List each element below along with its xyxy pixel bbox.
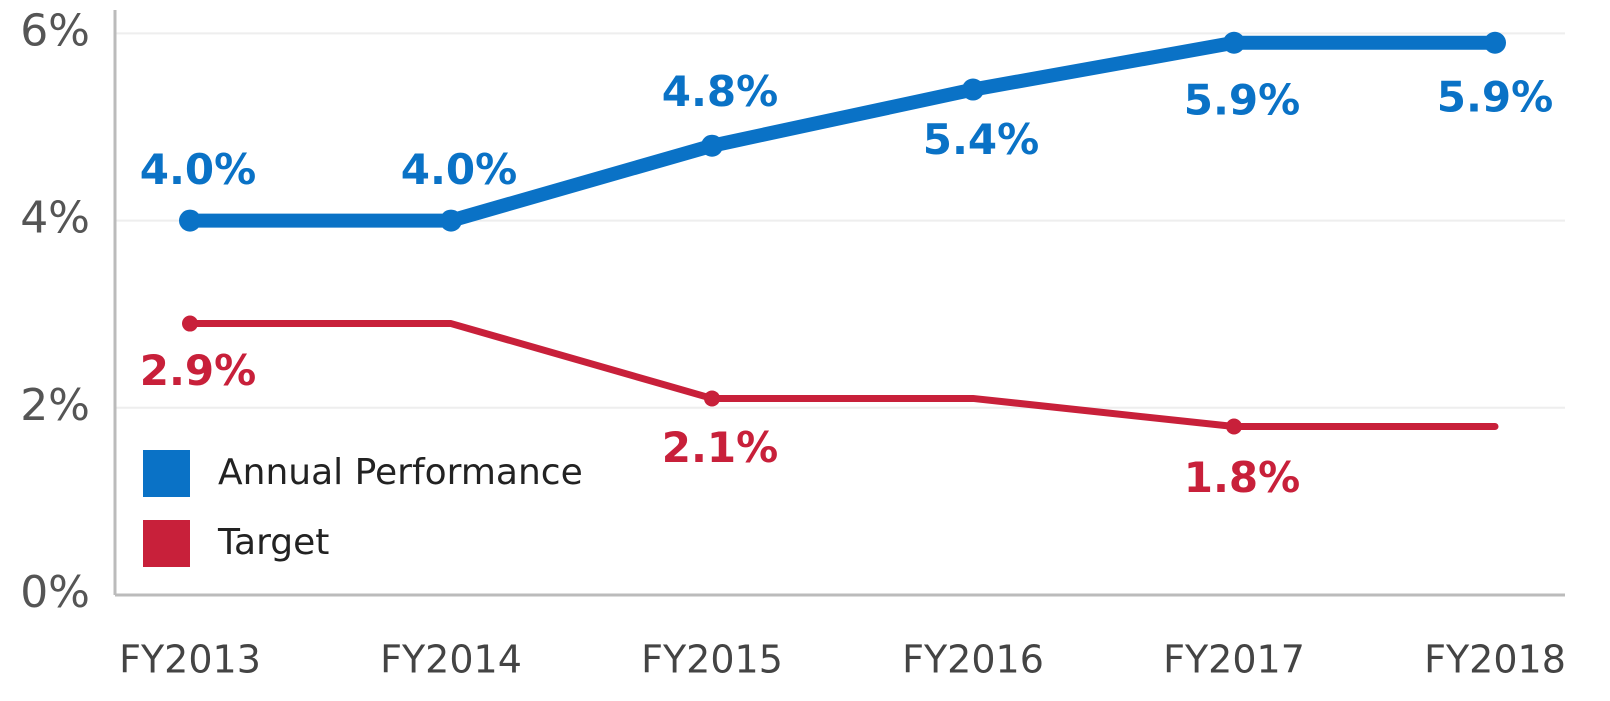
data-label: 2.9% [140, 346, 256, 395]
data-label: 4.0% [140, 145, 256, 194]
x-tick-label: FY2015 [641, 638, 783, 682]
point [704, 390, 720, 407]
y-tick-label: 6% [20, 5, 90, 56]
x-tick-label: FY2018 [1424, 638, 1566, 682]
data-label: 4.8% [662, 67, 778, 116]
y-tick-label: 0% [20, 567, 90, 618]
point [962, 78, 984, 101]
point [179, 209, 201, 232]
point [701, 134, 723, 157]
data-label: 5.9% [1437, 72, 1553, 121]
point [1226, 418, 1242, 435]
line [183, 35, 1502, 228]
point [440, 209, 462, 232]
legend-label: Annual Performance [218, 452, 583, 493]
x-tick-label: FY2013 [119, 638, 261, 682]
point [1484, 31, 1506, 54]
y-tick-label: 2% [20, 380, 90, 431]
y-tick-label: 4% [20, 193, 90, 244]
x-tick-label: FY2017 [1163, 638, 1305, 682]
legend-label: Target [217, 522, 329, 563]
data-label: 1.8% [1184, 453, 1300, 502]
legend-swatch [143, 450, 190, 497]
point [182, 315, 198, 332]
line [186, 320, 1499, 431]
legend-swatch [143, 520, 190, 567]
data-label: 2.1% [662, 423, 778, 472]
data-label: 5.4% [923, 115, 1039, 164]
data-label: 5.9% [1184, 75, 1300, 124]
x-tick-label: FY2016 [902, 638, 1044, 682]
point [1223, 31, 1245, 54]
x-tick-label: FY2014 [380, 638, 522, 682]
data-label: 4.0% [401, 145, 517, 194]
